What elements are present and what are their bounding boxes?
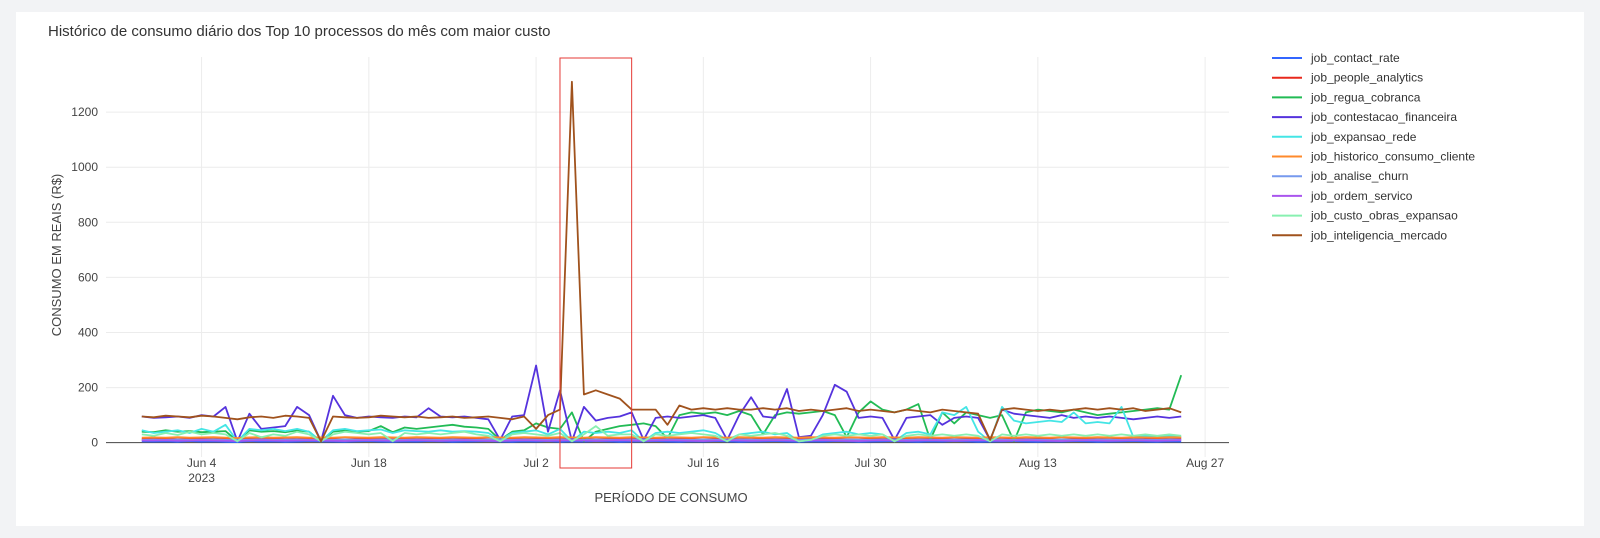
y-axis-title: CONSUMO EM REAIS (R$) (49, 174, 64, 337)
y-tick-label: 800 (78, 215, 98, 229)
y-tick-label: 0 (91, 436, 98, 450)
legend-label: job_ordem_servico (1310, 189, 1413, 203)
y-axis: 0 200 400 600 800 1000 1200 (71, 105, 98, 450)
x-tick-label: Jul 30 (855, 456, 887, 470)
legend-item-job_people_analytics[interactable]: job_people_analytics (1272, 71, 1423, 85)
legend-label: job_people_analytics (1310, 71, 1423, 85)
legend-item-job_custo_obras_expansao[interactable]: job_custo_obras_expansao (1272, 209, 1458, 223)
series-line-job_custo_obras_expansao (141, 425, 1182, 443)
plot-area (141, 80, 1183, 444)
series-line-job_historico_consumo_cliente (141, 436, 1182, 439)
y-tick-label: 600 (78, 270, 98, 284)
legend-item-job_contact_rate[interactable]: job_contact_rate (1272, 51, 1400, 65)
legend-label: job_contestacao_financeira (1310, 110, 1457, 124)
legend-label: job_expansao_rede (1310, 130, 1417, 144)
legend-label: job_contact_rate (1310, 51, 1400, 65)
legend-label: job_regua_cobranca (1310, 90, 1421, 104)
highlight-box (559, 57, 633, 469)
chart-panel: 0 200 400 600 800 1000 1200 Jun 4 2023 Jun 18 Jul… (16, 12, 1584, 526)
x-tick-sublabel: 2023 (188, 471, 215, 485)
legend-item-job_regua_cobranca[interactable]: job_regua_cobranca (1272, 90, 1421, 104)
series-line-job_ordem_servico (141, 439, 1182, 442)
x-tick-label: Jun 4 (187, 456, 217, 470)
series-line-job_expansao_rede (141, 405, 1182, 443)
legend-label: job_analise_churn (1310, 169, 1408, 183)
legend-label: job_inteligencia_mercado (1310, 228, 1447, 242)
x-tick-label: Jul 16 (687, 456, 719, 470)
y-tick-label: 200 (78, 381, 98, 395)
series-line-job_inteligencia_mercado (141, 80, 1182, 443)
legend-item-job_ordem_servico[interactable]: job_ordem_servico (1272, 189, 1413, 203)
x-axis-title: PERÍODO DE CONSUMO (594, 490, 747, 505)
y-tick-label: 400 (78, 325, 98, 339)
gridlines (106, 57, 1229, 457)
legend-item-job_historico_consumo_cliente[interactable]: job_historico_consumo_cliente (1272, 150, 1475, 164)
legend-item-job_expansao_rede[interactable]: job_expansao_rede (1272, 130, 1417, 144)
x-tick-label: Aug 13 (1019, 456, 1057, 470)
legend-item-job_contestacao_financeira[interactable]: job_contestacao_financeira (1272, 110, 1457, 124)
spike-highlight (559, 57, 633, 469)
legend-label: job_historico_consumo_cliente (1310, 150, 1475, 164)
legend-item-job_inteligencia_mercado[interactable]: job_inteligencia_mercado (1272, 228, 1447, 242)
y-tick-label: 1200 (71, 105, 98, 119)
chart-title: Histórico de consumo diário dos Top 10 p… (48, 23, 550, 40)
legend-label: job_custo_obras_expansao (1310, 209, 1458, 223)
x-tick-label: Jun 18 (351, 456, 387, 470)
y-tick-label: 1000 (71, 160, 98, 174)
legend[interactable]: job_contact_rate job_people_analytics job_… (1272, 51, 1475, 242)
x-tick-label: Aug 27 (1186, 456, 1224, 470)
legend-item-job_analise_churn[interactable]: job_analise_churn (1272, 169, 1408, 183)
x-tick-label: Jul 2 (523, 456, 549, 470)
